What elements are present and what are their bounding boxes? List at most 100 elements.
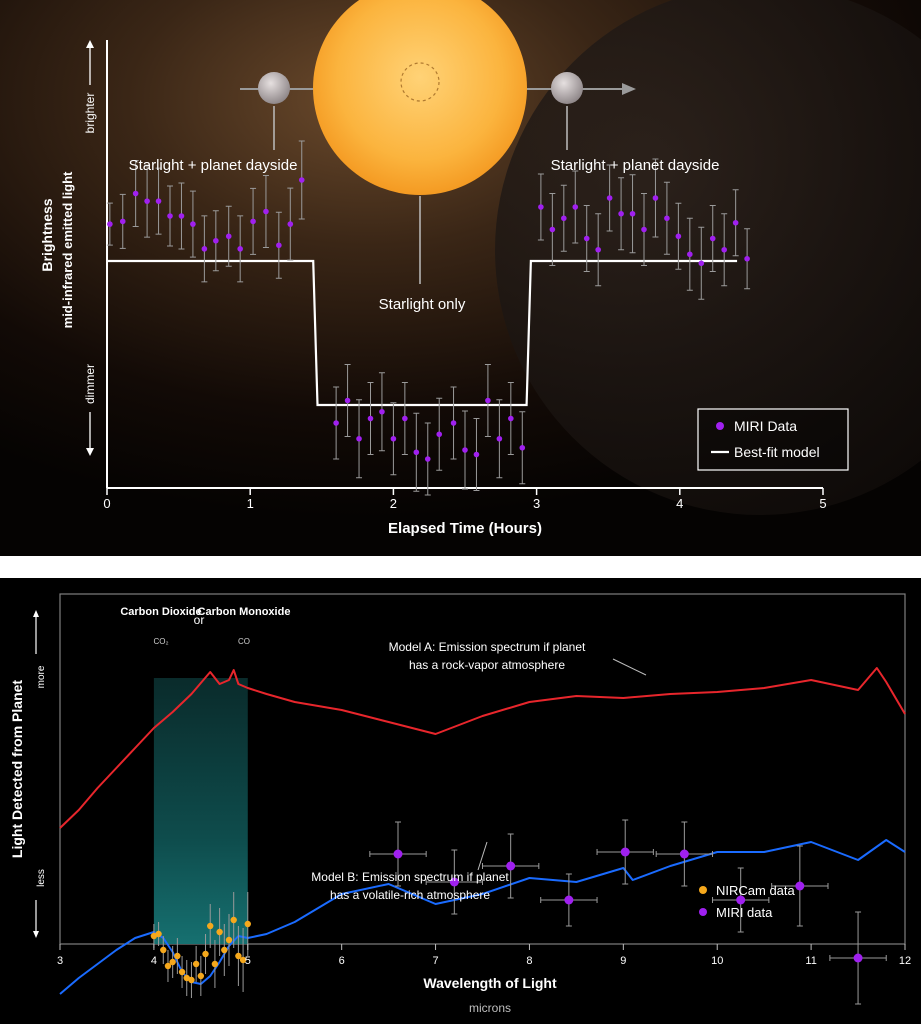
x-axis-title: Elapsed Time (Hours) [388, 520, 542, 537]
data-marker [298, 177, 305, 183]
data-point [225, 205, 232, 267]
data-marker [424, 456, 431, 462]
data-marker [641, 226, 647, 233]
legend: NIRCam data MIRI data [699, 883, 796, 920]
x-tick-label: 7 [432, 955, 438, 967]
data-marker [595, 246, 601, 253]
data-marker [606, 195, 613, 201]
data-point [424, 422, 431, 496]
data-point [519, 411, 526, 485]
nircam-marker [225, 936, 233, 944]
nircam-point [174, 938, 181, 974]
x-tick-label: 3 [533, 496, 540, 511]
miri-marker [393, 849, 403, 859]
nircam-marker [216, 928, 223, 936]
data-marker [450, 420, 457, 426]
star [313, 0, 527, 195]
x-tick-label: 4 [151, 955, 157, 967]
planet-transit-outline [400, 62, 440, 102]
annotation-left: Starlight + planet dayside [129, 157, 298, 174]
data-marker [356, 435, 362, 442]
arrow-down-head-icon [33, 931, 39, 938]
data-point [275, 211, 282, 279]
nircam-point [202, 934, 209, 974]
miri-point [829, 911, 887, 1005]
data-point [675, 202, 682, 270]
legend-nircam-marker [699, 886, 707, 894]
data-marker [390, 435, 397, 442]
orbit-illustration [240, 0, 636, 284]
data-point [698, 226, 705, 300]
x-tick-label: 12 [899, 955, 911, 967]
x-tick-label: 5 [819, 496, 826, 511]
data-point [641, 193, 647, 266]
model-a-spectrum [59, 667, 906, 829]
miri-marker [795, 881, 805, 891]
planet-left [258, 72, 290, 104]
data-point [473, 418, 480, 491]
x-tick-label: 5 [245, 955, 251, 967]
data-marker [698, 260, 705, 267]
nircam-marker [244, 920, 251, 928]
data-point [744, 228, 751, 290]
x-tick-label: 4 [676, 496, 683, 511]
data-point [462, 410, 468, 490]
nircam-marker [202, 950, 209, 958]
data-marker [561, 215, 567, 222]
data-point [201, 215, 208, 283]
nircam-marker [155, 930, 162, 938]
data-point [732, 189, 739, 257]
nircam-marker [230, 916, 237, 924]
miri-point [655, 821, 714, 887]
model-b-annotation-line2: has a volatile-rich atmosphere [330, 888, 490, 902]
miri-point [369, 821, 427, 887]
arrow-up-head-icon [86, 40, 94, 48]
data-marker [744, 255, 750, 262]
data-point [549, 193, 556, 266]
nircam-point [155, 922, 162, 946]
light-curve-chart: 0 1 2 3 4 5 Starlight + planet dayside Starli… [0, 0, 921, 556]
arrow-down-head-icon [86, 448, 94, 456]
miri-marker [506, 861, 516, 871]
nircam-point [178, 956, 186, 988]
nircam-marker [160, 946, 167, 954]
data-point [237, 215, 244, 283]
y-axis-subtitle: mid-infrared emitted light [60, 171, 75, 328]
band-rect [153, 678, 248, 944]
data-marker [132, 190, 139, 197]
data-point [583, 205, 590, 272]
data-point [507, 382, 514, 455]
nircam-point [192, 946, 200, 982]
nircam-marker [188, 976, 195, 984]
x-tick-label: 6 [339, 955, 345, 967]
data-marker [485, 397, 491, 404]
y-top-label: brighter [83, 93, 97, 134]
data-marker [379, 408, 385, 415]
emission-spectrum-chart: Carbon Dioxide or Carbon Monoxide CO₂ CO… [0, 578, 921, 1024]
miri-point [540, 873, 598, 927]
legend: MIRI Data Best-fit model [697, 408, 849, 471]
nircam-point [207, 904, 214, 948]
data-point [144, 164, 151, 238]
y-top-label: more [36, 665, 47, 688]
x-tick-label: 10 [711, 955, 723, 967]
legend-miri-label: MIRI Data [734, 418, 797, 434]
legend-nircam-label: NIRCam data [716, 883, 796, 898]
y-bottom-label: dimmer [83, 364, 97, 404]
nircam-point [239, 928, 247, 992]
co2-co-band [153, 678, 248, 944]
legend-model-label: Best-fit model [734, 444, 820, 460]
data-marker [709, 235, 716, 242]
data-marker [538, 204, 544, 210]
data-marker [629, 210, 636, 217]
x-tick-label: 0 [103, 496, 110, 511]
miri-marker [853, 953, 863, 963]
data-marker [107, 221, 113, 227]
data-point [167, 185, 174, 247]
data-marker [664, 215, 670, 222]
nircam-point [225, 914, 233, 966]
data-point [262, 175, 269, 248]
data-point [496, 399, 503, 479]
data-point [709, 205, 716, 272]
miri-data-points [106, 140, 751, 496]
